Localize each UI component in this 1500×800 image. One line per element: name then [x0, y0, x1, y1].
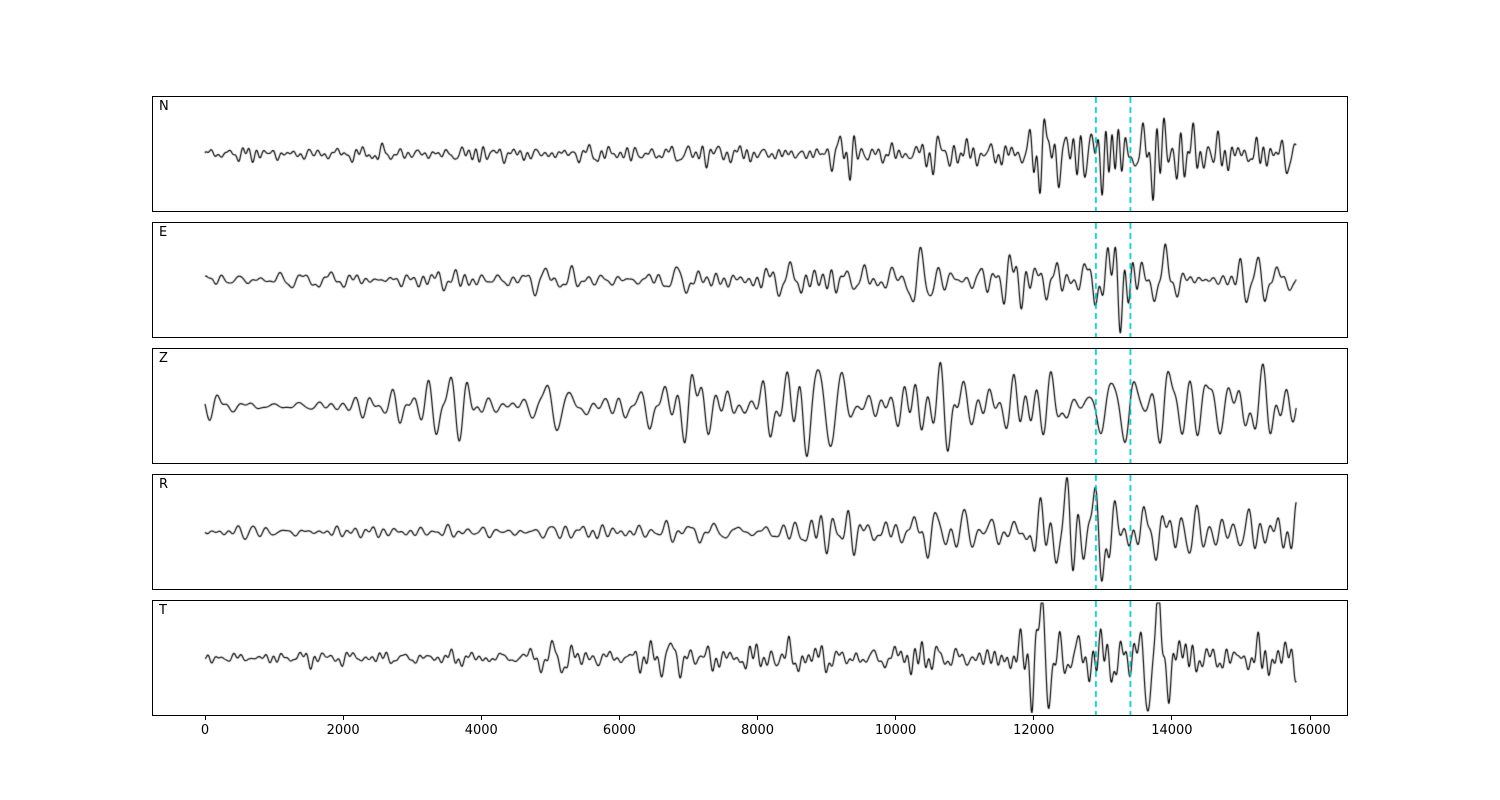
- x-tick: [618, 716, 620, 720]
- trace-panel-t: T: [152, 600, 1348, 716]
- x-tick-label: 6000: [602, 723, 636, 738]
- trace-panel-r: R: [152, 474, 1348, 590]
- x-tick: [757, 716, 758, 720]
- x-tick-label: 0: [200, 723, 210, 738]
- trace-label-r: R: [159, 477, 169, 492]
- x-tick: [1309, 716, 1311, 720]
- trace-panel-n: N: [152, 96, 1348, 212]
- x-tick-label: 2000: [326, 723, 360, 738]
- waveform-canvas-z: [153, 349, 1347, 463]
- waveform-canvas-n: [153, 97, 1347, 211]
- trace-panel-z: Z: [152, 348, 1348, 464]
- x-tick: [342, 716, 344, 720]
- trace-label-e: E: [159, 225, 168, 240]
- x-tick-label: 10000: [874, 723, 917, 738]
- x-tick: [1171, 716, 1173, 720]
- x-axis: 0 2000 4000 6000 8000 10000 12000 14000 16000: [152, 716, 1348, 750]
- trace-label-t: T: [159, 603, 167, 618]
- trace-panel-e: E: [152, 222, 1348, 338]
- x-tick: [1033, 716, 1035, 720]
- waveform-canvas-r: [153, 475, 1347, 589]
- trace-label-n: N: [159, 99, 169, 114]
- waveform-canvas-t: [153, 601, 1347, 715]
- x-tick-label: 12000: [1013, 723, 1055, 738]
- waveform-canvas-e: [153, 223, 1347, 337]
- x-tick: [480, 716, 482, 720]
- x-tick-label: 8000: [740, 723, 775, 738]
- x-tick: [895, 716, 897, 720]
- x-tick-label: 4000: [464, 723, 498, 738]
- x-tick: [204, 716, 206, 720]
- x-tick-label: 14000: [1151, 723, 1193, 738]
- trace-label-z: Z: [159, 351, 168, 366]
- x-tick-label: 16000: [1289, 723, 1331, 738]
